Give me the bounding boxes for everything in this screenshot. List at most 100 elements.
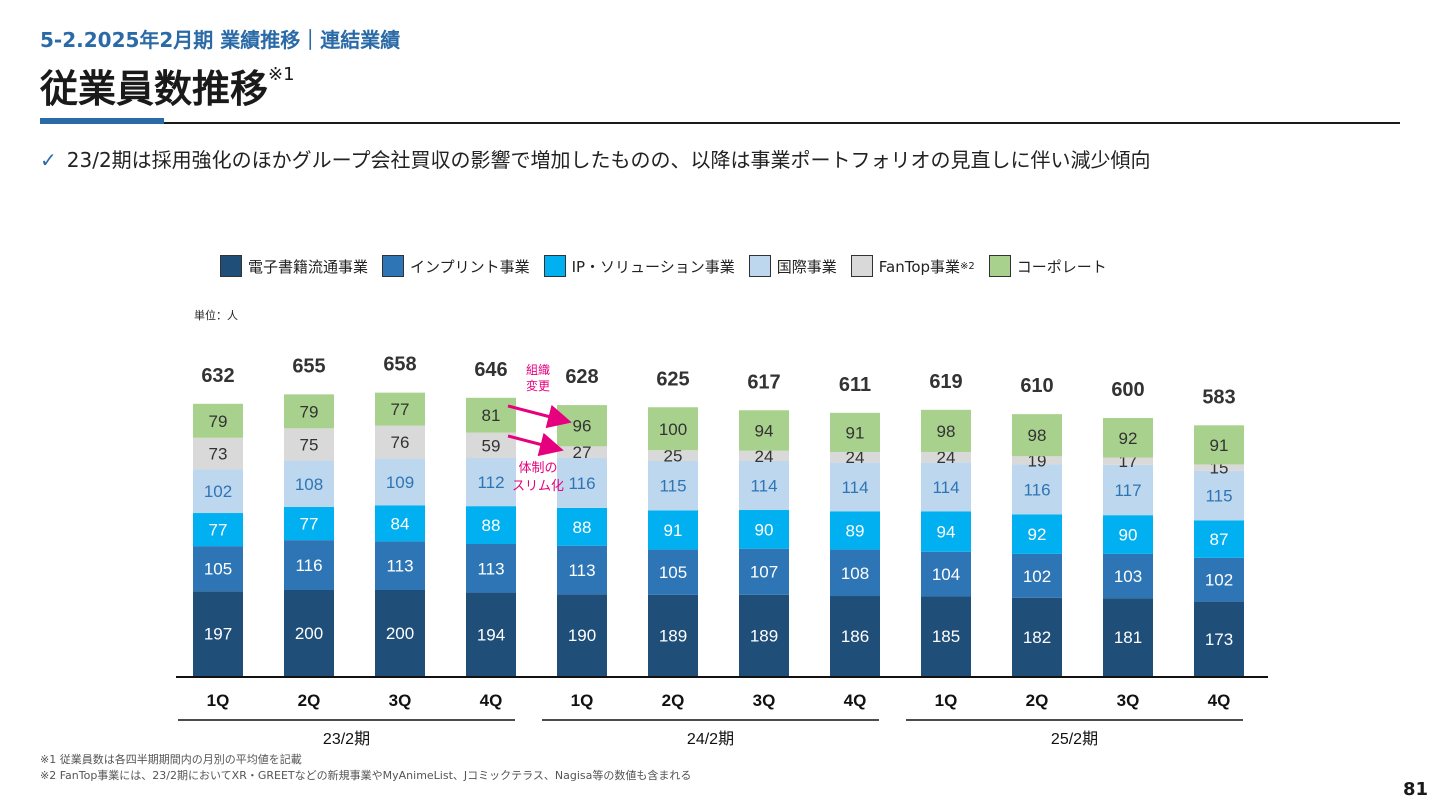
bar-segment — [1194, 464, 1244, 471]
group-label: 23/2期 — [323, 730, 370, 748]
page-title-text: 従業員数推移 — [40, 67, 269, 111]
data-label: 79 — [300, 402, 319, 421]
data-label: 96 — [573, 417, 592, 436]
legend-swatch — [988, 255, 1011, 277]
data-label: 89 — [846, 521, 865, 540]
data-label: 24 — [846, 448, 865, 467]
data-label: 200 — [295, 624, 323, 643]
category-label: 4Q — [844, 691, 867, 710]
bar-segment — [648, 510, 698, 550]
bar-segment — [1012, 464, 1062, 515]
data-label: 194 — [477, 625, 505, 644]
bar-segment — [557, 594, 607, 676]
data-label: 76 — [391, 433, 410, 452]
bar-segment — [1012, 553, 1062, 598]
bar-segment — [557, 507, 607, 546]
footnotes: ※1 従業員数は各四半期期間内の月別の平均値を記載 ※2 FanTop事業には、… — [40, 752, 691, 784]
data-label: 200 — [386, 624, 414, 643]
data-label: 77 — [209, 521, 228, 540]
bar-segment — [921, 409, 971, 452]
data-label: 105 — [659, 563, 687, 582]
data-label: 88 — [573, 518, 592, 537]
data-label: 73 — [209, 444, 228, 463]
data-label: 98 — [937, 422, 956, 441]
total-label: 583 — [1202, 386, 1235, 408]
bar-segment — [648, 407, 698, 451]
data-label: 173 — [1205, 630, 1233, 649]
bar-segment — [648, 549, 698, 595]
bar-segment — [193, 437, 243, 470]
page-title: 従業員数推移※1 — [40, 58, 295, 113]
category-label: 3Q — [1117, 691, 1140, 710]
category-label: 4Q — [480, 691, 503, 710]
legend-swatch — [748, 255, 771, 277]
data-label: 27 — [573, 443, 592, 462]
total-label: 600 — [1111, 379, 1144, 401]
legend-label: コーポレート — [1016, 257, 1107, 276]
data-label: 190 — [568, 626, 596, 645]
category-label: 1Q — [935, 691, 958, 710]
data-label: 94 — [937, 523, 956, 542]
bar-segment — [921, 462, 971, 512]
data-label: 105 — [204, 560, 232, 579]
slim-arrow — [507, 432, 564, 457]
data-label: 87 — [1210, 530, 1229, 549]
bar-segment — [375, 425, 425, 459]
data-label: 189 — [659, 626, 687, 645]
data-label: 113 — [568, 561, 595, 580]
chart-legend: 電子書籍流通事業 インプリント事業 IP・ソリューション事業 国際事業 FanTop事業… — [220, 255, 1121, 277]
data-label: 91 — [1210, 436, 1229, 455]
bar-segment — [1194, 557, 1244, 602]
data-label: 108 — [841, 564, 869, 583]
data-label: 197 — [204, 625, 232, 644]
bar-segment — [830, 511, 880, 550]
bar-segment — [1103, 515, 1153, 554]
data-label: 189 — [750, 626, 778, 645]
total-label: 611 — [839, 374, 871, 396]
legend-item: 国際事業 — [748, 255, 837, 277]
legend-swatch — [850, 255, 873, 277]
data-label: 100 — [659, 420, 687, 439]
bar-segment — [557, 545, 607, 595]
data-label: 102 — [1023, 567, 1051, 586]
bar-segment — [739, 510, 789, 549]
total-label: 625 — [656, 368, 689, 390]
category-label: 2Q — [298, 691, 321, 710]
data-label: 92 — [1119, 429, 1138, 448]
data-label: 114 — [932, 478, 959, 497]
group-label: 24/2期 — [687, 730, 734, 748]
legend-label: 電子書籍流通事業 — [248, 257, 369, 276]
data-label: 77 — [300, 515, 319, 534]
title-accent-bar — [40, 118, 164, 124]
bar-segment — [921, 596, 971, 676]
footnote-1: ※1 従業員数は各四半期期間内の月別の平均値を記載 — [40, 753, 302, 766]
bar-segment — [1012, 514, 1062, 554]
bar-segment — [1103, 457, 1153, 465]
group-label: 25/2期 — [1051, 730, 1098, 748]
bar-segment — [1194, 425, 1244, 465]
bar-segment — [1194, 520, 1244, 558]
data-label: 59 — [482, 436, 501, 455]
data-label: 181 — [1114, 628, 1142, 647]
data-label: 113 — [477, 559, 504, 578]
bar-segment — [1012, 597, 1062, 676]
bar-segment — [830, 412, 880, 452]
legend-item: インプリント事業 — [382, 255, 530, 277]
data-label: 114 — [841, 478, 868, 497]
bar-segment — [375, 590, 425, 676]
bar-segment — [284, 428, 334, 461]
data-label: 94 — [755, 421, 774, 440]
data-label: 103 — [1114, 567, 1142, 586]
summary-bullet: ✓ 23/2期は採用強化のほかグループ会社買収の影響で増加したものの、以降は事業ポ… — [40, 144, 1150, 173]
data-label: 90 — [755, 520, 774, 539]
data-label: 113 — [386, 557, 413, 576]
data-label: 24 — [937, 448, 956, 467]
data-label: 115 — [659, 477, 686, 496]
data-label: 98 — [1028, 426, 1047, 445]
bar-segment — [921, 451, 971, 463]
category-label: 3Q — [753, 691, 776, 710]
legend-note: ※2 — [960, 260, 975, 272]
bar-segment — [466, 397, 516, 433]
bar-segment — [648, 450, 698, 461]
